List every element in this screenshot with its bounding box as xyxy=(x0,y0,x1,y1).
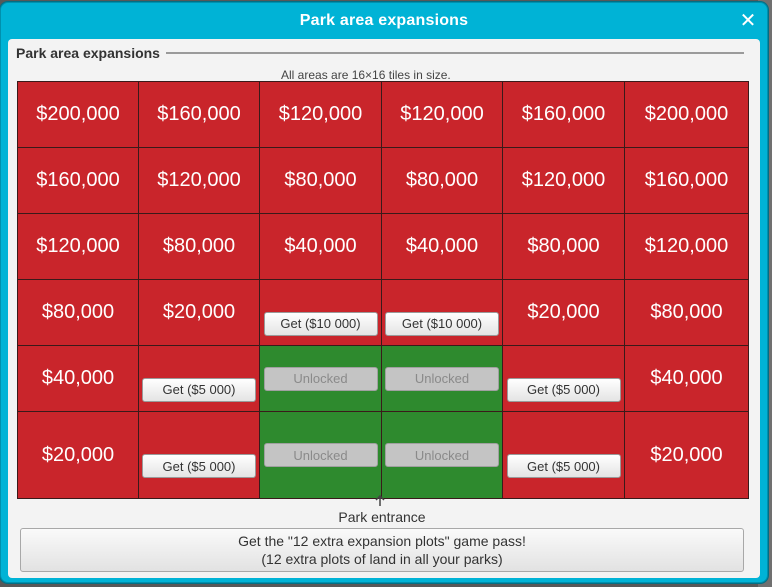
title-bar: Park area expansions ✕ xyxy=(1,3,767,39)
plot-cell: $120,000 xyxy=(382,82,503,148)
gamepass-button[interactable]: Get the "12 extra expansion plots" game … xyxy=(20,528,744,572)
plot-price: $40,000 xyxy=(284,235,357,257)
plot-cell: Unlocked xyxy=(382,412,503,498)
plot-cell: $160,000 xyxy=(503,82,625,148)
get-plot-button[interactable]: Get ($5 000) xyxy=(142,454,256,478)
section-title: Park area expansions xyxy=(16,45,160,61)
plot-price: $120,000 xyxy=(521,169,606,191)
plot-price: $160,000 xyxy=(521,103,606,125)
size-note: All areas are 16×16 tiles in size. xyxy=(281,68,451,82)
plot-price: $80,000 xyxy=(650,301,723,323)
plot-cell: $120,000 xyxy=(139,148,260,214)
plot-cell: $80,000 xyxy=(503,214,625,280)
gamepass-line-2: (12 extra plots of land in all your park… xyxy=(261,551,503,567)
plot-price: $120,000 xyxy=(157,169,241,191)
plot-price: $200,000 xyxy=(644,103,729,125)
plot-price: $20,000 xyxy=(162,301,236,323)
plot-price: $80,000 xyxy=(284,169,357,191)
plot-price: $120,000 xyxy=(400,103,484,125)
content-panel: Park area expansions All areas are 16×16… xyxy=(8,39,760,578)
plot-cell: $20,000 xyxy=(625,412,748,498)
plot-cell: Get ($10 000) xyxy=(382,280,503,346)
plot-cell: $160,000 xyxy=(139,82,260,148)
plot-price: $120,000 xyxy=(36,235,120,257)
plot-cell: $40,000 xyxy=(18,346,139,412)
plot-cell: $20,000 xyxy=(503,280,625,346)
plot-price: $80,000 xyxy=(162,235,236,257)
plot-price: $40,000 xyxy=(41,367,115,389)
dialog-title: Park area expansions xyxy=(299,12,469,29)
unlocked-button: Unlocked xyxy=(385,366,499,391)
gamepass-line-1: Get the "12 extra expansion plots" game … xyxy=(238,533,526,549)
get-plot-button[interactable]: Get ($10 000) xyxy=(385,311,499,336)
plot-cell: $120,000 xyxy=(260,82,382,148)
plot-cell: $80,000 xyxy=(625,280,748,346)
plot-price: $160,000 xyxy=(644,169,729,191)
section-header: Park area expansions xyxy=(16,43,744,63)
plot-cell: Unlocked xyxy=(260,346,382,412)
plot-cell: $200,000 xyxy=(18,82,139,148)
plot-price: $80,000 xyxy=(527,235,600,257)
plot-cell: Get ($5 000) xyxy=(503,412,625,498)
plot-cell: $160,000 xyxy=(18,148,139,214)
plot-cell: $20,000 xyxy=(18,412,139,498)
plot-cell: $40,000 xyxy=(625,346,748,412)
up-arrow-icon xyxy=(374,494,386,507)
get-plot-button[interactable]: Get ($5 000) xyxy=(506,454,621,478)
plot-price: $20,000 xyxy=(527,301,600,323)
plot-cell: $80,000 xyxy=(382,148,503,214)
get-plot-button[interactable]: Get ($5 000) xyxy=(142,377,256,402)
plot-cell: $40,000 xyxy=(382,214,503,280)
plot-price: $160,000 xyxy=(36,169,120,191)
section-divider xyxy=(165,52,744,54)
plot-cell: $200,000 xyxy=(625,82,748,148)
plot-price: $40,000 xyxy=(650,367,723,389)
plot-cell: $120,000 xyxy=(503,148,625,214)
close-icon[interactable]: ✕ xyxy=(739,8,757,32)
plot-cell: Get ($5 000) xyxy=(139,346,260,412)
get-plot-button[interactable]: Get ($10 000) xyxy=(263,311,378,336)
park-entrance-label: Park entrance xyxy=(338,509,426,525)
plot-price: $80,000 xyxy=(405,169,479,191)
plot-grid: $200,000 $160,000 $120,000 $120,000 $160,000… xyxy=(17,81,749,499)
plot-cell: $80,000 xyxy=(260,148,382,214)
plot-cell: $120,000 xyxy=(625,214,748,280)
plot-price: $120,000 xyxy=(644,235,729,257)
plot-price: $120,000 xyxy=(278,103,363,125)
plot-price: $160,000 xyxy=(157,103,241,125)
unlocked-button: Unlocked xyxy=(385,443,499,467)
plot-cell: $120,000 xyxy=(18,214,139,280)
unlocked-button: Unlocked xyxy=(263,443,378,467)
get-plot-button[interactable]: Get ($5 000) xyxy=(506,377,621,402)
plot-price: $80,000 xyxy=(41,301,115,323)
plot-price: $40,000 xyxy=(405,235,479,257)
plot-price: $20,000 xyxy=(650,443,723,466)
plot-cell: $160,000 xyxy=(625,148,748,214)
plot-cell: $40,000 xyxy=(260,214,382,280)
plot-cell: $80,000 xyxy=(18,280,139,346)
plot-cell: Get ($10 000) xyxy=(260,280,382,346)
plot-price: $20,000 xyxy=(41,443,115,466)
plot-cell: $20,000 xyxy=(139,280,260,346)
plot-cell: $80,000 xyxy=(139,214,260,280)
unlocked-button: Unlocked xyxy=(263,366,378,391)
plot-cell: Unlocked xyxy=(382,346,503,412)
plot-cell: Get ($5 000) xyxy=(139,412,260,498)
plot-price: $200,000 xyxy=(36,103,120,125)
plot-cell: Get ($5 000) xyxy=(503,346,625,412)
plot-cell: Unlocked xyxy=(260,412,382,498)
